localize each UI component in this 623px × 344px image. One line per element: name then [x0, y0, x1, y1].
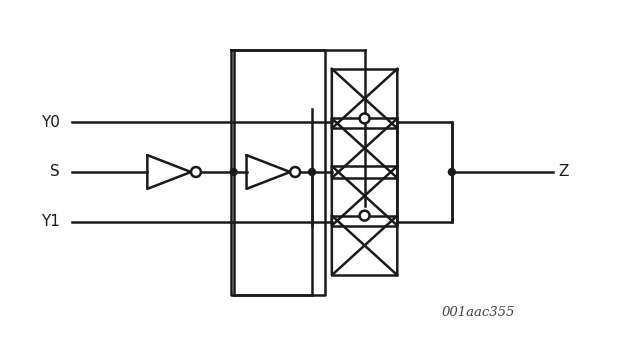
Circle shape	[191, 167, 201, 177]
Text: S: S	[50, 164, 60, 180]
Text: Z: Z	[558, 164, 568, 180]
Text: 001aac355: 001aac355	[442, 307, 515, 319]
Circle shape	[230, 169, 237, 175]
Text: Y1: Y1	[41, 214, 60, 229]
Circle shape	[290, 167, 300, 177]
Circle shape	[359, 114, 369, 123]
Text: Y0: Y0	[41, 115, 60, 130]
Circle shape	[359, 211, 369, 221]
Circle shape	[449, 169, 455, 175]
Circle shape	[308, 169, 315, 175]
